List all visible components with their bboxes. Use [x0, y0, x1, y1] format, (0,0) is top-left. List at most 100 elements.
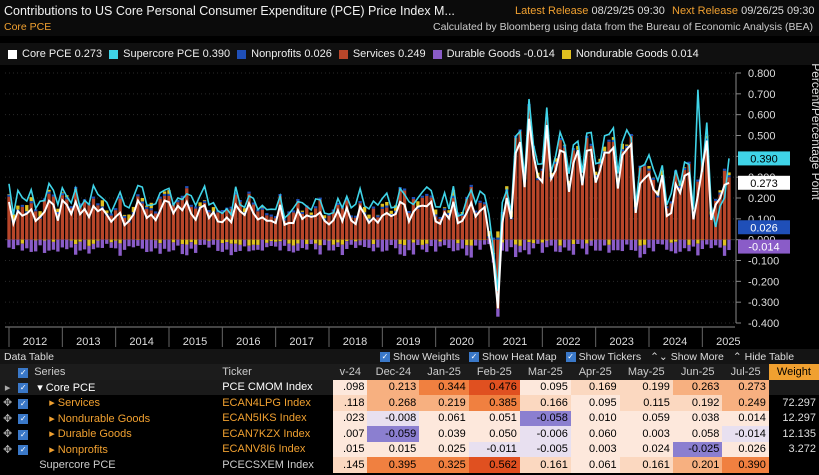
legend-item[interactable]: Core PCE 0.273 [8, 48, 102, 60]
column-header[interactable]: Jul-25 [722, 364, 769, 380]
services-bar [56, 214, 60, 240]
value-cell: 0.476 [468, 379, 520, 395]
table-row[interactable]: ✥ ✓ ▸ Services ECAN4LPG Index .118 0.268 0.219… [0, 395, 819, 411]
column-header[interactable]: Jun-25 [672, 364, 723, 380]
expand-arrow-icon[interactable]: ▸ [49, 412, 58, 425]
column-header[interactable]: v-24 [333, 364, 368, 380]
expand-arrow-icon[interactable]: ▸ [49, 428, 58, 441]
x-tick-label: 2025 [716, 336, 740, 348]
column-header[interactable]: Jan-25 [419, 364, 469, 380]
drag-handle-icon[interactable]: ✥ [3, 397, 13, 410]
row-checkbox[interactable]: ✓ [15, 379, 32, 395]
services-bar [385, 207, 389, 240]
durable-bar [598, 239, 602, 251]
durable-bar [629, 239, 633, 251]
drag-handle-icon[interactable]: ✥ [3, 443, 13, 456]
value-cell: -0.025 [672, 441, 723, 457]
nonprofits-bar [220, 210, 224, 213]
durable-bar [691, 239, 696, 247]
y-axis-title: Percent/Percentage Point [809, 63, 819, 200]
show-weights-toggle[interactable]: ✓ Show Weights [380, 350, 460, 363]
column-header[interactable]: Series [31, 364, 220, 380]
services-bar [585, 138, 589, 240]
nondurable-bar [505, 186, 509, 190]
column-header[interactable]: Weight [768, 364, 819, 380]
legend-item[interactable]: Services 0.249 [338, 48, 426, 60]
nonprofits-bar [451, 195, 456, 198]
durable-bar [620, 239, 624, 252]
value-cell: -0.058 [519, 410, 571, 426]
drag-handle-icon[interactable] [0, 457, 15, 473]
nonprofits-bar [60, 193, 64, 196]
show-more-button[interactable]: ⌃⌄ Show More [650, 350, 724, 363]
durable-bar [7, 239, 11, 248]
hide-table-button[interactable]: ⌃ Hide Table [732, 350, 795, 363]
column-header[interactable]: Dec-24 [367, 364, 420, 380]
value-cell: .015 [333, 441, 368, 457]
nondurable-bar [220, 239, 224, 244]
services-bar [220, 212, 224, 240]
show-tickers-toggle[interactable]: ✓ Show Tickers [565, 350, 642, 363]
checkbox-icon[interactable]: ✓ [18, 429, 29, 440]
column-header[interactable]: Feb-25 [468, 364, 520, 380]
nondurable-bar [234, 239, 238, 244]
expand-arrow-icon[interactable]: ▾ [37, 381, 46, 394]
checkbox-icon[interactable]: ✓ [18, 398, 29, 409]
row-expand-icon[interactable]: ▸ [0, 379, 16, 395]
checkbox-icon[interactable]: ✓ [18, 445, 29, 456]
drag-handle-icon[interactable]: ✥ [3, 412, 13, 425]
checkbox-icon[interactable]: ✓ [18, 414, 29, 425]
nondurable-bar [322, 215, 327, 219]
column-header[interactable]: Ticker [219, 364, 334, 380]
value-cell: -0.059 [367, 426, 420, 442]
x-tick-label: 2024 [663, 336, 687, 348]
legend-item[interactable]: Durable Goods -0.014 [432, 48, 555, 60]
row-checkbox[interactable]: ✓ [15, 395, 31, 411]
value-cell: 0.344 [419, 379, 469, 395]
nondurable-bar [674, 239, 678, 242]
nondurable-bar [100, 200, 104, 207]
table-row[interactable]: ▸ ✓ ▾ Core PCE PCE CMOM Index .098 0.213 0.344… [0, 379, 819, 395]
table-row[interactable]: Supercore PCE PCECSXEM Index .145 0.395 0.32… [0, 457, 819, 473]
nondurable-bar [722, 239, 727, 246]
expand-arrow-icon[interactable]: ▸ [49, 397, 58, 410]
services-bar [278, 196, 282, 240]
y-tick-label: -0.400 [748, 318, 779, 330]
column-header[interactable]: Apr-25 [570, 364, 620, 380]
checkbox-icon: ✓ [565, 351, 576, 362]
legend-item[interactable]: Supercore PCE 0.390 [109, 48, 230, 60]
checkbox-icon[interactable]: ✓ [18, 383, 29, 394]
nonprofits-bar [136, 194, 140, 197]
table-row[interactable]: ✥ ✓ ▸ Nonprofits ECANV8I6 Index .015 0.015 0.0… [0, 441, 819, 458]
check-header[interactable]: ✓ [15, 364, 32, 380]
row-checkbox[interactable] [15, 457, 31, 473]
durable-bar [722, 245, 727, 256]
legend-item[interactable]: Nondurable Goods 0.014 [561, 48, 699, 60]
expand-arrow-icon[interactable]: ▸ [49, 443, 58, 456]
durable-bar [274, 241, 278, 247]
nonprofits-bar [176, 200, 180, 203]
services-bar [518, 131, 522, 240]
column-header[interactable]: May-25 [619, 364, 673, 380]
row-checkbox[interactable]: ✓ [15, 426, 31, 442]
services-bar [589, 145, 593, 240]
column-header[interactable]: Mar-25 [519, 364, 571, 380]
services-bar [598, 164, 602, 240]
services-bar [478, 202, 482, 240]
services-bar [682, 170, 687, 240]
services-bar [16, 211, 20, 240]
table-row[interactable]: ✥ ✓ ▸ Durable Goods ECAN7KZX Index .007 -0.05… [0, 426, 819, 442]
row-checkbox[interactable]: ✓ [15, 442, 31, 458]
legend-swatch [237, 49, 247, 59]
drag-handle-icon[interactable]: ✥ [3, 428, 13, 441]
legend-item[interactable]: Nonprofits 0.026 [237, 48, 332, 60]
value-cell: 0.059 [619, 410, 673, 426]
value-cell: 0.026 [722, 441, 769, 457]
row-checkbox[interactable]: ✓ [15, 411, 31, 427]
next-release-label: Next Release [672, 5, 739, 17]
x-tick-label: 2016 [236, 336, 260, 348]
table-row[interactable]: ✥ ✓ ▸ Nondurable Goods ECAN5IKS Index .023 -0… [0, 410, 819, 427]
show-heatmap-toggle[interactable]: ✓ Show Heat Map [468, 350, 557, 363]
services-bar [171, 204, 176, 240]
nonprofits-bar [434, 214, 438, 217]
